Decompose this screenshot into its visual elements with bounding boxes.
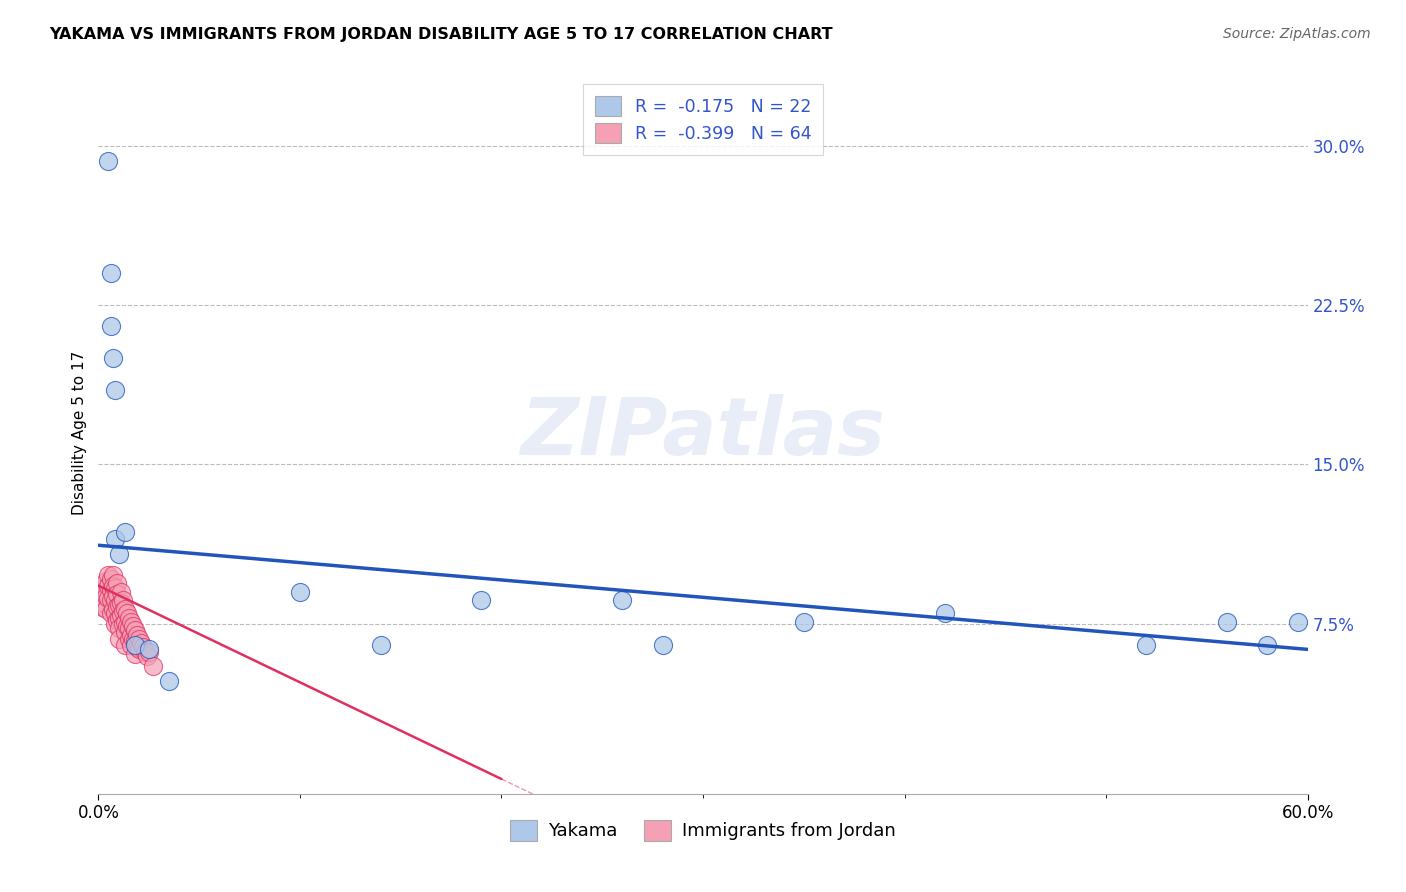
Point [103, 593, 125, 607]
Point [120, 615, 142, 629]
Point [107, 598, 129, 612]
Point [121, 632, 143, 646]
Point [1216, 615, 1239, 629]
Text: Source: ZipAtlas.com: Source: ZipAtlas.com [1223, 27, 1371, 41]
Point [120, 638, 142, 652]
Point [470, 593, 492, 607]
Point [100, 319, 122, 334]
Point [138, 642, 160, 657]
Point [124, 638, 146, 652]
Point [121, 619, 143, 633]
Point [96, 574, 118, 589]
Point [97, 579, 120, 593]
Point [1256, 638, 1278, 652]
Point [100, 582, 122, 597]
Point [103, 581, 125, 595]
Point [115, 607, 138, 621]
Point [107, 621, 129, 635]
Point [111, 616, 134, 631]
Point [105, 576, 128, 591]
Point [138, 644, 160, 658]
Point [125, 627, 148, 641]
Point [120, 627, 142, 641]
Point [100, 593, 122, 607]
Point [132, 640, 155, 655]
Point [100, 572, 122, 586]
Point [114, 602, 136, 616]
Point [135, 648, 157, 663]
Legend: Yakama, Immigrants from Jordan: Yakama, Immigrants from Jordan [501, 811, 905, 850]
Point [125, 640, 148, 655]
Point [129, 636, 152, 650]
Point [110, 596, 132, 610]
Point [124, 633, 146, 648]
Point [100, 607, 122, 621]
Point [89, 585, 111, 599]
Point [118, 632, 141, 646]
Text: ZIPatlas: ZIPatlas [520, 393, 886, 472]
Point [115, 619, 138, 633]
Point [128, 642, 150, 657]
Point [97, 591, 120, 606]
Point [100, 266, 122, 280]
Point [96, 589, 118, 603]
Point [114, 625, 136, 640]
Point [97, 568, 120, 582]
Point [96, 602, 118, 616]
Point [124, 624, 146, 638]
Point [101, 602, 124, 616]
Point [110, 608, 132, 623]
Point [105, 599, 128, 614]
Point [101, 351, 124, 366]
Point [107, 632, 129, 646]
Point [111, 604, 134, 618]
Point [111, 593, 134, 607]
Y-axis label: Disability Age 5 to 17: Disability Age 5 to 17 [72, 351, 87, 515]
Point [103, 383, 125, 397]
Point [114, 615, 136, 629]
Point [142, 659, 165, 673]
Point [107, 610, 129, 624]
Point [93, 581, 115, 595]
Point [101, 579, 124, 593]
Point [91, 599, 114, 614]
Point [103, 532, 125, 546]
Point [124, 647, 146, 661]
Point [105, 613, 128, 627]
Point [93, 596, 115, 610]
Point [134, 644, 156, 658]
Point [91, 589, 114, 603]
Point [370, 638, 392, 652]
Point [934, 607, 956, 621]
Text: YAKAMA VS IMMIGRANTS FROM JORDAN DISABILITY AGE 5 TO 17 CORRELATION CHART: YAKAMA VS IMMIGRANTS FROM JORDAN DISABIL… [49, 27, 832, 42]
Point [101, 568, 124, 582]
Point [103, 616, 125, 631]
Point [157, 674, 180, 689]
Point [1286, 615, 1309, 629]
Point [114, 525, 136, 540]
Point [1135, 638, 1157, 652]
Point [97, 153, 120, 168]
Point [105, 587, 128, 601]
Point [118, 610, 141, 624]
Point [114, 638, 136, 652]
Point [651, 638, 673, 652]
Point [103, 607, 125, 621]
Point [110, 585, 132, 599]
Point [288, 585, 311, 599]
Point [118, 621, 141, 635]
Point [128, 632, 150, 646]
Point [107, 547, 129, 561]
Point [793, 615, 815, 629]
Point [101, 589, 124, 603]
Point [612, 593, 634, 607]
